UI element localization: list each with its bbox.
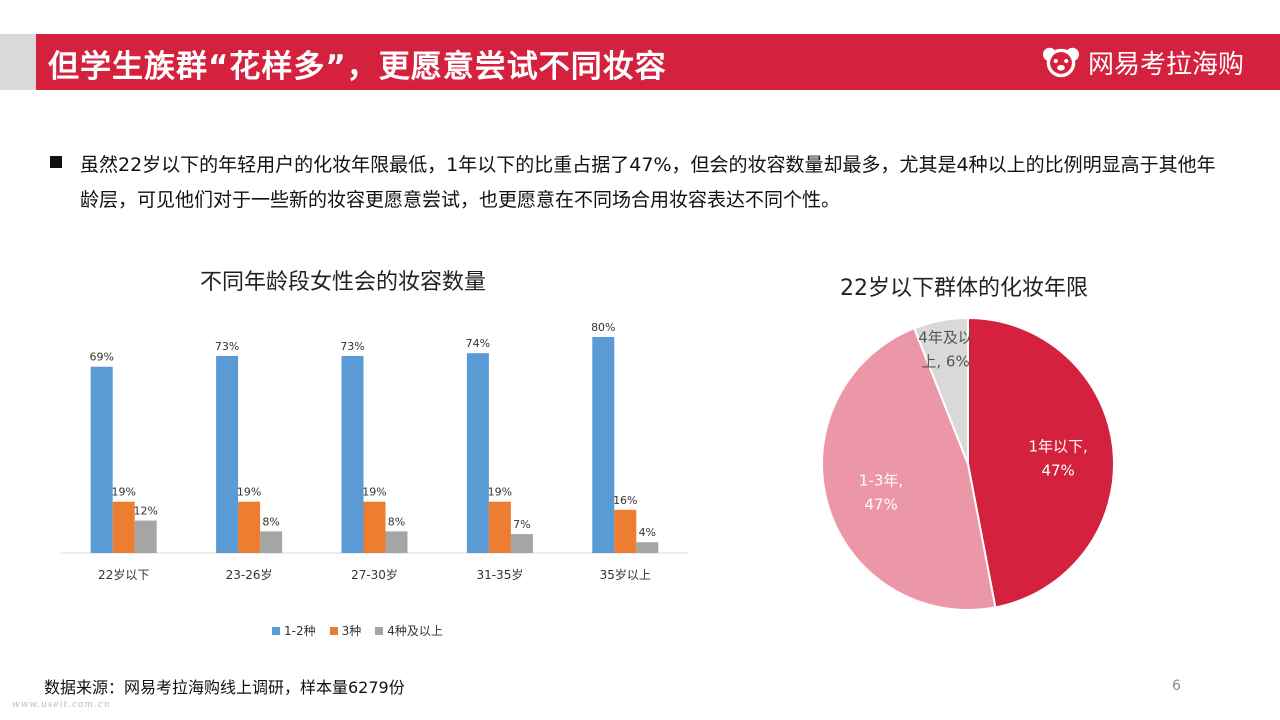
pie-slice	[821, 326, 997, 611]
bar-data-label: 4%	[639, 526, 656, 539]
pie-label-value: 上, 6%	[921, 352, 969, 370]
brand-name: 网易考拉海购	[1087, 49, 1244, 80]
bar-data-label: 19%	[111, 486, 135, 499]
page-number: 6	[1172, 678, 1181, 694]
bar-data-label: 7%	[513, 518, 530, 531]
pie-label-name: 1-3年,	[859, 471, 903, 489]
bar-data-label: 69%	[89, 351, 113, 364]
pie-label-value: 47%	[864, 495, 897, 513]
bar-data-label: 74%	[466, 337, 490, 350]
pie-slice	[912, 316, 969, 465]
bar	[466, 353, 489, 553]
bar	[260, 531, 283, 553]
bar	[614, 509, 637, 553]
bar	[363, 501, 386, 553]
x-tick-label: 31-35岁	[476, 567, 523, 582]
pie-slice	[967, 316, 1115, 609]
x-tick-label: 27-30岁	[351, 567, 398, 582]
bar-data-label: 8%	[388, 515, 405, 528]
x-tick-label: 35岁以上	[600, 567, 651, 582]
bar-data-label: 73%	[340, 340, 364, 353]
bar	[238, 501, 261, 553]
bar	[636, 542, 659, 553]
bar-data-label: 80%	[591, 321, 615, 334]
legend-swatch	[272, 626, 280, 635]
summary-bullet: 虽然22岁以下的年轻用户的化妆年限最低，1年以下的比重占据了47%，但会的妆容数…	[50, 148, 1230, 218]
bar-data-label: 19%	[488, 486, 512, 499]
bar-chart-title: 不同年龄段女性会的妆容数量	[200, 270, 487, 295]
bar	[341, 355, 364, 553]
bar	[488, 501, 511, 553]
bar	[90, 366, 113, 553]
bar-data-label: 73%	[215, 340, 239, 353]
bar-data-label: 12%	[133, 505, 157, 518]
bar	[510, 534, 533, 553]
bar-chart: 69% 19% 12% 22岁以下 73% 19% 8% 23-26岁 73% 19% 8% 27-3…	[61, 321, 688, 582]
pie-label-name: 1年以下,	[1028, 437, 1087, 455]
x-tick-label: 23-26岁	[226, 567, 273, 582]
pie-label-name: 4年及以	[918, 328, 973, 346]
bar	[134, 520, 157, 553]
legend-item-3: 3种	[329, 622, 362, 639]
header-accent-block	[0, 34, 36, 90]
legend-label: 4种及以上	[387, 624, 443, 638]
page-title: 但学生族群“花样多”，更愿意尝试不同妆容	[48, 49, 667, 85]
summary-text: 虽然22岁以下的年轻用户的化妆年限最低，1年以下的比重占据了47%，但会的妆容数…	[80, 154, 1216, 211]
brand: 网易考拉海购	[1042, 43, 1244, 81]
bar	[592, 337, 615, 553]
pie-chart-title: 22岁以下群体的化妆年限	[840, 276, 1088, 301]
legend-label: 1-2种	[284, 624, 316, 638]
bar-data-label: 8%	[262, 515, 279, 528]
x-tick-label: 22岁以下	[98, 567, 149, 582]
bar-chart-legend: 1-2种 3种 4种及以上	[272, 622, 443, 639]
bar-data-label: 19%	[362, 486, 386, 499]
legend-swatch	[375, 626, 384, 635]
bar	[385, 531, 408, 553]
watermark: www.useit.com.cn	[12, 700, 111, 710]
legend-item-1-2: 1-2种	[272, 622, 316, 639]
bar-data-label: 19%	[237, 486, 261, 499]
header-bar: 但学生族群“花样多”，更愿意尝试不同妆容 网易考拉海购	[36, 34, 1280, 90]
koala-logo-icon	[1042, 47, 1080, 78]
pie-label-value: 47%	[1041, 461, 1074, 479]
bullet-square-icon	[50, 156, 62, 168]
legend-label: 3种	[341, 624, 362, 638]
bar-data-label: 16%	[613, 494, 637, 507]
legend-swatch	[329, 626, 338, 635]
data-source-note: 数据来源：网易考拉海购线上调研，样本量6279份	[44, 678, 405, 697]
legend-item-4-plus: 4种及以上	[375, 622, 443, 639]
bar	[216, 355, 239, 553]
bar	[112, 501, 135, 553]
